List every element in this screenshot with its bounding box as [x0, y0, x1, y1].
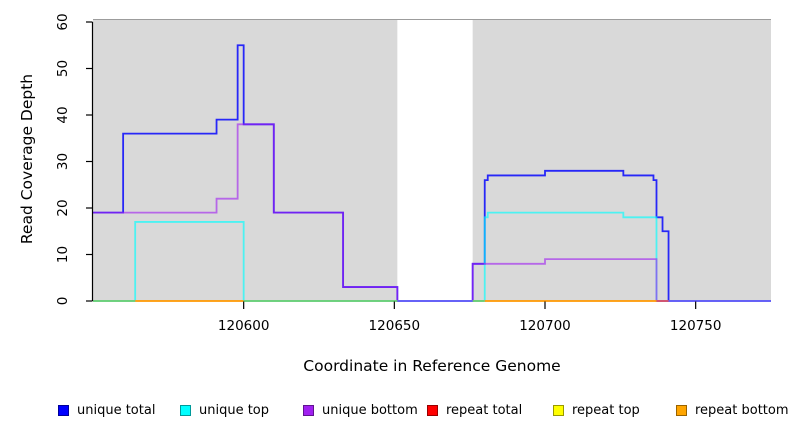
legend-item-repeat-total: repeat total — [427, 401, 522, 419]
x-tick-label: 120650 — [369, 318, 421, 334]
legend-swatch-repeat-bottom — [676, 404, 687, 416]
series-line-unique-bottom — [93, 123, 771, 302]
legend-swatch-unique-top — [180, 404, 191, 416]
legend-label: unique total — [77, 402, 156, 418]
y-tick-label: 20 — [55, 199, 71, 216]
legend-swatch-unique-bottom — [303, 404, 314, 416]
x-tick-label: 120600 — [218, 318, 270, 334]
y-tick-label: 10 — [55, 246, 71, 263]
legend-label: repeat total — [446, 402, 523, 418]
x-tick-label: 120750 — [670, 318, 722, 334]
legend-label: repeat bottom — [695, 402, 789, 418]
legend-label: unique bottom — [322, 402, 418, 418]
y-axis-title: Read Coverage Depth — [18, 74, 36, 244]
coverage-plot-canvas: 0 10 20 30 40 50 60 120600 120650 120700 120750 Re… — [18, 13, 771, 375]
y-tick-label: 60 — [55, 13, 71, 30]
coverage-region-background — [93, 19, 398, 301]
legend-swatch-repeat-total — [427, 404, 438, 416]
legend-item-repeat-top: repeat top — [553, 401, 640, 419]
legend-swatch-repeat-top — [553, 404, 564, 416]
coverage-region-background — [472, 19, 771, 301]
x-tick-label: 120700 — [519, 318, 571, 334]
y-tick-label: 50 — [55, 60, 71, 77]
y-tick-label: 40 — [55, 106, 71, 123]
plot-area: 0 10 20 30 40 50 60 120600 120650 120700 120750 — [55, 13, 771, 334]
chart-legend: unique total unique top unique bottom re… — [0, 401, 792, 423]
legend-label: unique top — [199, 402, 270, 418]
x-axis-title: Coordinate in Reference Genome — [303, 357, 560, 375]
legend-swatch-unique-total — [58, 404, 69, 416]
legend-item-unique-total: unique total — [58, 401, 155, 419]
legend-item-unique-top: unique top — [180, 401, 269, 419]
legend-item-repeat-bottom: repeat bottom — [676, 401, 789, 419]
legend-item-unique-bottom: unique bottom — [303, 401, 418, 419]
y-tick-label: 30 — [55, 153, 71, 170]
y-tick-label: 0 — [55, 297, 71, 306]
legend-label: repeat top — [572, 402, 640, 418]
series-line-unique-top — [93, 211, 771, 302]
